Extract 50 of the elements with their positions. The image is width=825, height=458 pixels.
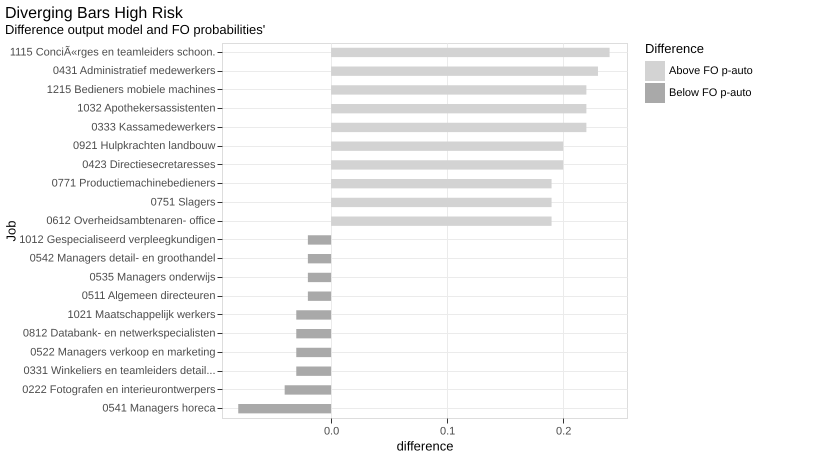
- bar: [331, 198, 552, 208]
- bar: [331, 66, 598, 76]
- text: Diverging Bars High Risk: [5, 5, 184, 22]
- bar: [331, 141, 564, 151]
- y-tick-label: 0542 Managers detail- en groothandel: [30, 252, 216, 265]
- bar: [296, 366, 332, 376]
- y-tick-label: 0921 Hulpkrachten landbouw: [73, 140, 216, 152]
- bar: [331, 85, 586, 95]
- legend-title: Difference: [645, 41, 704, 56]
- y-tick-label: 0535 Managers onderwijs: [90, 271, 216, 284]
- y-tick-label: 0751 Slagers: [150, 196, 216, 208]
- bar: [238, 404, 332, 414]
- bar: [308, 291, 332, 301]
- y-tick-label: 0541 Managers horeca: [102, 402, 216, 415]
- bar: [331, 104, 586, 114]
- bar: [331, 160, 564, 170]
- y-tick-label: 1215 Bedieners mobiele machines: [46, 84, 216, 96]
- chart-subtitle: Difference output model and FO probabilities': [5, 22, 266, 37]
- bar: [284, 385, 332, 395]
- bar: [331, 48, 610, 58]
- y-tick-label: 0333 Kassamedewerkers: [91, 121, 216, 134]
- y-tick-label: 0612 Overheidsambtenaren- office: [46, 215, 216, 228]
- bar: [308, 254, 332, 264]
- bar: [331, 216, 552, 226]
- bar: [308, 235, 332, 245]
- y-axis-title: Job: [4, 220, 18, 242]
- bar: [296, 328, 332, 338]
- bar: [308, 272, 332, 282]
- x-tick-label: 0.2: [556, 426, 572, 438]
- legend-label: Below FO p-auto: [669, 87, 752, 99]
- bar: [296, 348, 332, 358]
- y-tick-label: 1021 Maatschappelijk werkers: [68, 308, 216, 321]
- y-tick-label: 0511 Algemeen directeuren: [82, 290, 216, 302]
- bar: [296, 310, 332, 320]
- y-tick-label: 0771 Productiemachinebedieners: [52, 178, 216, 190]
- y-tick-label: 0331 Winkeliers en teamleiders detail...: [24, 365, 216, 378]
- bar: [331, 178, 552, 188]
- y-tick-label: 1012 Gespecialiseerd verpleegkundigen: [19, 234, 216, 246]
- y-tick-label: 0423 Directiesecretaresses: [82, 158, 216, 171]
- y-tick-label: 0431 Administratief medewerkers: [52, 65, 216, 78]
- y-tick-label: 1032 Apothekersassistenten: [77, 102, 216, 115]
- x-tick-label: 0.1: [440, 426, 456, 438]
- y-tick-label: 1115 ConciÃ«rges en teamleiders schoon.: [10, 45, 216, 58]
- legend-label: Above FO p-auto: [669, 65, 753, 77]
- x-axis-title: difference: [396, 438, 454, 454]
- y-tick-label: 0522 Managers verkoop en marketing: [30, 346, 216, 358]
- y-tick-label: 0222 Fotografen en interieurontwerpers: [22, 384, 216, 396]
- x-tick-label: 0.0: [324, 426, 340, 438]
- y-tick-label: 0812 Databank- en netwerkspecialisten: [22, 328, 216, 340]
- bar: [331, 122, 586, 132]
